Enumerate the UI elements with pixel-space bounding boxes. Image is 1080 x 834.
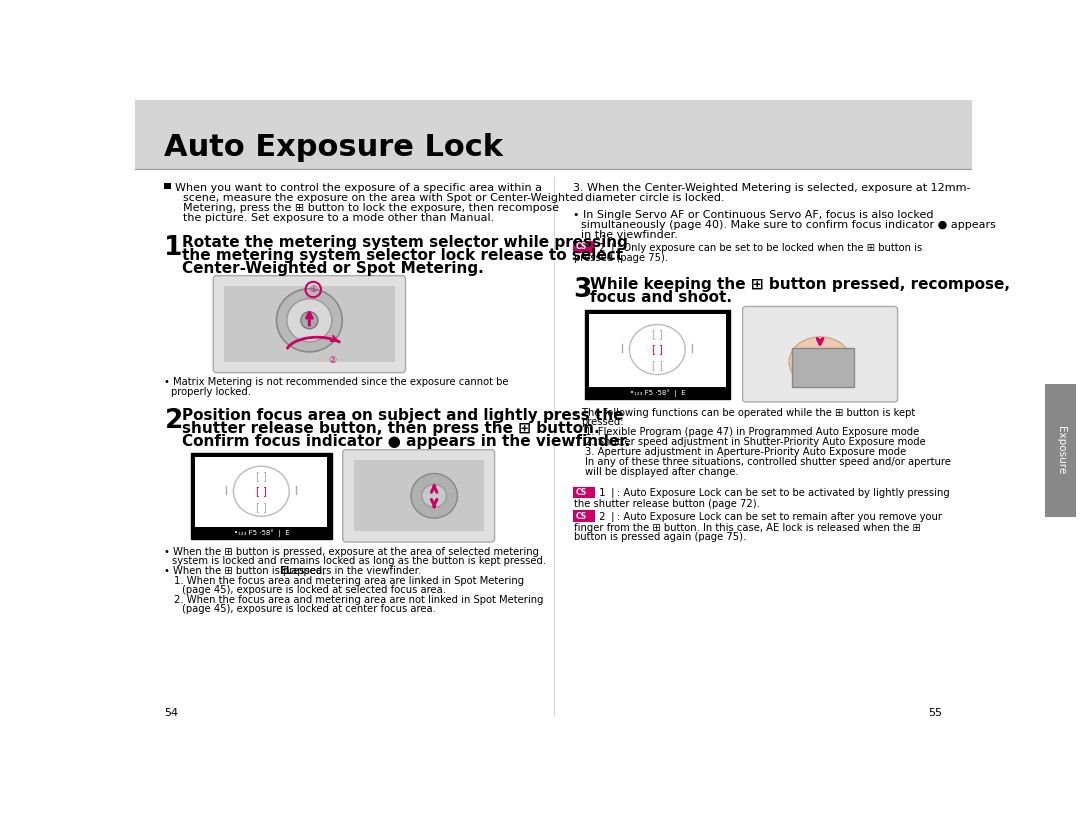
Text: • When the ⊞ button is pressed, exposure at the area of selected metering: • When the ⊞ button is pressed, exposure… [164,546,539,556]
Ellipse shape [276,289,342,352]
Text: focus and shoot.: focus and shoot. [590,290,732,305]
Text: While keeping the ⊞ button pressed, recompose,: While keeping the ⊞ button pressed, reco… [590,277,1010,292]
Text: Rotate the metering system selector while pressing: Rotate the metering system selector whil… [181,235,627,250]
Text: Confirm focus indicator ● appears in the viewfinder.: Confirm focus indicator ● appears in the… [181,435,630,450]
Text: [ ]: [ ] [256,486,267,496]
Text: [ ]: [ ] [652,360,663,370]
Text: [ ]: [ ] [652,329,663,339]
Bar [590,314,726,386]
Text: CS: CS [576,488,586,497]
Text: Metering, press the ⊞ button to lock the exposure, then recompose: Metering, press the ⊞ button to lock the… [183,203,559,214]
Text: 1. When the focus area and metering area are linked in Spot Metering: 1. When the focus area and metering area… [174,576,524,586]
Text: 54: 54 [164,708,178,718]
Text: When you want to control the exposure of a specific area within a: When you want to control the exposure of… [175,183,542,193]
Text: CS: CS [576,512,586,520]
Bar [572,486,595,498]
Text: system is locked and remains locked as long as the button is kept pressed.: system is locked and remains locked as l… [172,556,546,566]
Text: 3: 3 [572,277,591,304]
Text: the shutter release button (page 72).: the shutter release button (page 72). [575,499,760,509]
Text: • In Single Servo AF or Continuous Servo AF, focus is also locked: • In Single Servo AF or Continuous Servo… [572,210,933,220]
Text: •₁₂₃ F5 ·58°  |  E: •₁₂₃ F5 ·58° | E [233,529,289,537]
Text: 1. Flexible Program (page 47) in Programmed Auto Exposure mode: 1. Flexible Program (page 47) in Program… [585,427,919,437]
Text: • When the ⊞ button is pressed,: • When the ⊞ button is pressed, [164,566,329,576]
Text: finger from the ⊞ button. In this case, AE lock is released when the ⊞: finger from the ⊞ button. In this case, … [575,523,921,533]
Text: 3. When the Center-Weighted Metering is selected, exposure at 12mm-: 3. When the Center-Weighted Metering is … [572,183,970,193]
Text: 1 ❘: Auto Exposure Lock can be set to be activated by lightly pressing: 1 ❘: Auto Exposure Lock can be set to be… [596,488,950,498]
Text: [ ]: [ ] [256,501,267,511]
Text: shutter release button, then press the ⊞ button.: shutter release button, then press the ⊞… [181,421,599,436]
Text: 3. Aperture adjustment in Aperture-Priority Auto Exposure mode: 3. Aperture adjustment in Aperture-Prior… [585,447,906,457]
Bar [191,453,332,539]
Text: pressed:: pressed: [581,417,623,427]
Text: 2 ❘: Only exposure can be set to be locked when the ⊞ button is: 2 ❘: Only exposure can be set to be lock… [596,243,922,253]
Ellipse shape [301,312,318,329]
Text: the picture. Set exposure to a mode other than Manual.: the picture. Set exposure to a mode othe… [183,214,495,224]
Bar [195,457,327,526]
Text: in the viewfinder.: in the viewfinder. [581,230,677,240]
Text: scene, measure the exposure on the area with Spot or Center-Weighted: scene, measure the exposure on the area … [183,193,583,203]
Text: Exposure: Exposure [1055,426,1066,475]
Text: 55: 55 [929,708,943,718]
Text: will be displayed after change.: will be displayed after change. [585,467,739,477]
Text: 2: 2 [164,408,183,434]
Bar [572,510,595,522]
Text: Position focus area on subject and lightly press the: Position focus area on subject and light… [181,408,623,423]
Bar [793,348,854,386]
Text: (page 45), exposure is locked at selected focus area.: (page 45), exposure is locked at selecte… [181,585,446,595]
Text: • The following functions can be operated while the ⊞ button is kept: • The following functions can be operate… [572,408,915,418]
FancyBboxPatch shape [743,306,897,402]
Ellipse shape [789,337,851,387]
FancyBboxPatch shape [213,276,405,373]
Text: In any of these three situations, controlled shutter speed and/or aperture: In any of these three situations, contro… [585,457,951,467]
Text: the metering system selector lock release to select: the metering system selector lock releas… [181,248,623,263]
Text: button is pressed again (page 75).: button is pressed again (page 75). [575,532,746,542]
Text: Auto Exposure Lock: Auto Exposure Lock [164,133,503,163]
Bar [225,286,394,362]
Bar [135,100,972,169]
Text: 2 ❘: Auto Exposure Lock can be set to remain after you remove your: 2 ❘: Auto Exposure Lock can be set to re… [596,512,942,522]
Text: CS: CS [576,242,586,251]
Text: 2. When the focus area and metering area are not linked in Spot Metering: 2. When the focus area and metering area… [174,595,543,605]
Text: ②: ② [328,356,337,364]
Text: ①: ① [309,285,318,294]
Text: appears in the viewfinder.: appears in the viewfinder. [288,566,421,576]
Ellipse shape [410,474,458,518]
Text: [ ]: [ ] [652,344,663,354]
Bar [584,309,730,399]
Text: Center-Weighted or Spot Metering.: Center-Weighted or Spot Metering. [181,261,483,276]
Ellipse shape [422,485,446,507]
Text: • Matrix Metering is not recommended since the exposure cannot be: • Matrix Metering is not recommended sin… [164,377,509,387]
Text: (page 45), exposure is locked at center focus area.: (page 45), exposure is locked at center … [181,605,435,615]
Text: [ ]: [ ] [256,471,267,481]
Text: diameter circle is locked.: diameter circle is locked. [585,193,725,203]
Bar [572,241,595,253]
Text: pressed (page 75).: pressed (page 75). [575,254,669,264]
Text: EL: EL [279,566,293,576]
Text: •₁₂₃ F5 ·58°  |  E: •₁₂₃ F5 ·58° | E [630,389,685,396]
Text: properly locked.: properly locked. [171,386,251,396]
Text: simultaneously (page 40). Make sure to confirm focus indicator ● appears: simultaneously (page 40). Make sure to c… [581,220,996,230]
Text: 2. Shutter speed adjustment in Shutter-Priority Auto Exposure mode: 2. Shutter speed adjustment in Shutter-P… [585,437,926,447]
FancyBboxPatch shape [342,450,495,542]
Bar [353,460,484,531]
Bar [164,183,171,189]
Ellipse shape [287,299,332,342]
Text: 1: 1 [164,235,183,261]
